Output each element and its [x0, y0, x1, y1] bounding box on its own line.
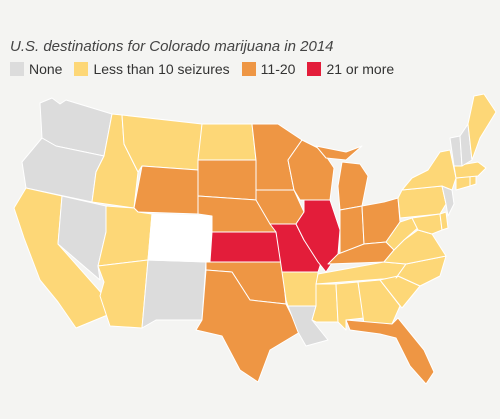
state-MD: [411, 213, 443, 235]
state-MT: [121, 114, 203, 173]
state-UT: [97, 205, 153, 267]
state-TX: [195, 269, 301, 383]
legend-item-none: None: [10, 61, 62, 77]
state-IL: [295, 199, 341, 273]
state-SD: [197, 159, 257, 201]
state-WI: [287, 139, 335, 201]
state-DE: [439, 211, 449, 231]
state-KS: [209, 231, 283, 263]
state-FL: [345, 317, 435, 385]
state-ND: [197, 123, 257, 161]
legend-item-11-20: 11-20: [241, 61, 296, 77]
legend-label-21-plus: 21 or more: [326, 61, 395, 77]
legend-item-lt10: Less than 10 seizures: [74, 61, 230, 77]
legend-label-lt10: Less than 10 seizures: [93, 61, 230, 77]
legend-swatch-lt10: [74, 62, 89, 76]
us-map: [13, 93, 497, 385]
state-MS: [311, 283, 339, 323]
legend-label-none: None: [29, 61, 63, 77]
legend-item-21-plus: 21 or more: [307, 61, 394, 77]
state-RI: [469, 175, 477, 187]
legend-swatch-11-20: [241, 62, 256, 76]
state-ME: [467, 93, 497, 161]
state-CO: [147, 213, 213, 263]
map-title: U.S. destinations for Colorado marijuana…: [10, 38, 334, 55]
legend-swatch-21-plus: [307, 62, 322, 76]
state-GA: [357, 279, 401, 325]
state-PA: [397, 185, 447, 219]
state-AR: [281, 271, 319, 307]
legend: None Less than 10 seizures 11-20 21 or m…: [10, 61, 406, 77]
state-NM: [141, 259, 207, 329]
state-AZ: [97, 259, 149, 329]
legend-label-11-20: 11-20: [260, 61, 296, 77]
legend-swatch-none: [10, 62, 24, 76]
state-NY: [401, 149, 457, 191]
state-WY: [133, 165, 199, 215]
